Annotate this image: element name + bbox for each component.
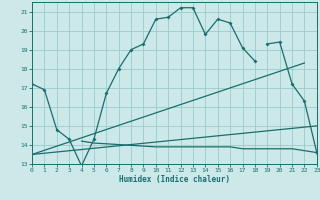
X-axis label: Humidex (Indice chaleur): Humidex (Indice chaleur) — [119, 175, 230, 184]
